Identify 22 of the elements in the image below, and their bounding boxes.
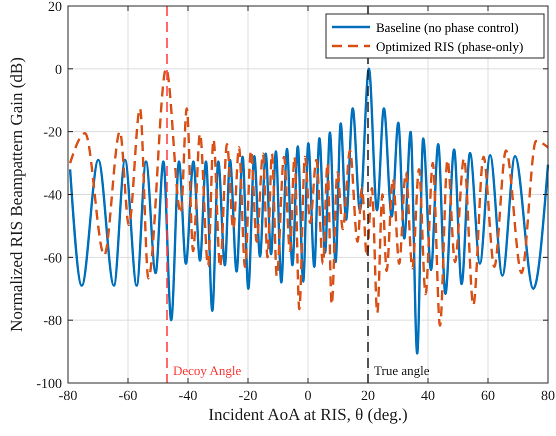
legend-label: Optimized RIS (phase-only) (376, 39, 524, 54)
x-tick-label: 60 (481, 389, 495, 404)
y-tick-label: -40 (43, 188, 62, 204)
x-tick-label: -80 (58, 389, 78, 404)
x-tick-label: -60 (118, 389, 138, 404)
y-tick-label: -60 (43, 251, 62, 266)
y-tick-label: 0 (55, 62, 62, 78)
ref-line-label: True angle (374, 363, 430, 378)
y-tick-label: -80 (43, 314, 62, 330)
x-tick-label: 40 (421, 389, 435, 404)
legend-label: Baseline (no phase control) (376, 20, 519, 35)
y-axis-title: Normalized RIS Beampattern Gain (dB) (7, 57, 26, 332)
y-tick-label: -100 (36, 377, 62, 392)
x-tick-label: -20 (238, 389, 258, 404)
x-tick-label: 20 (361, 389, 375, 404)
ref-line-label: Decoy Angle (173, 363, 242, 378)
y-tick-label: -20 (43, 126, 62, 141)
x-tick-label: 0 (304, 389, 312, 404)
y-tick-label: 20 (48, 0, 62, 15)
x-tick-label: -40 (178, 389, 198, 404)
x-tick-label: 80 (541, 389, 555, 404)
x-axis-title: Incident AoA at RIS, θ (deg.) (208, 405, 408, 424)
